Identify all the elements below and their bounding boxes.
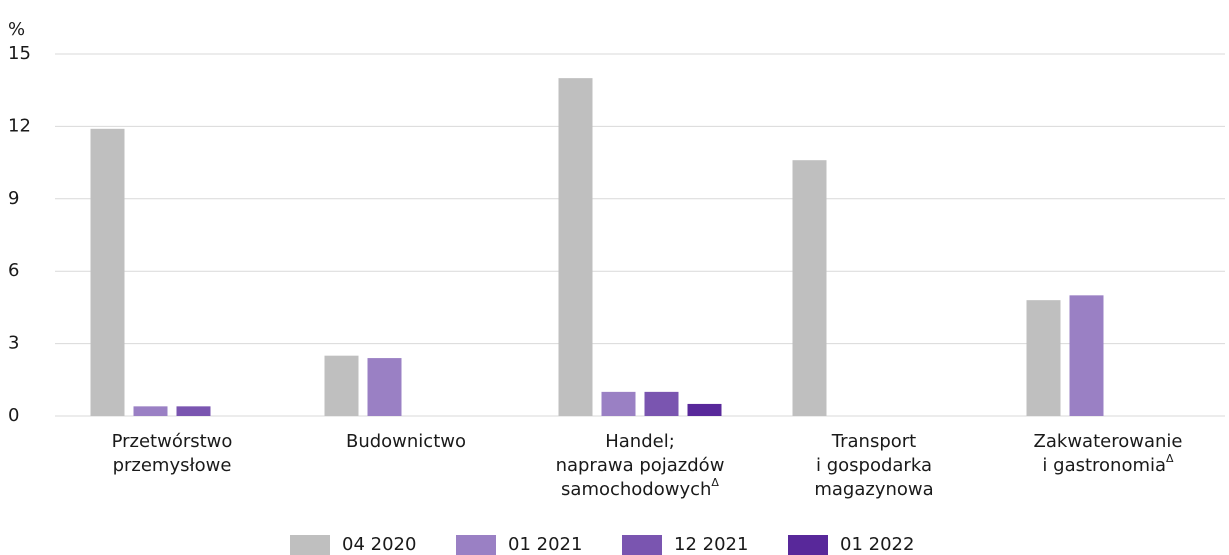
legend-swatch: [622, 535, 662, 555]
y-tick-label: 3: [8, 333, 19, 354]
x-tick-label: Transport i gospodarka magazynowa: [814, 431, 933, 500]
bar: [90, 128, 125, 416]
bar: [324, 355, 359, 416]
x-tick-label: Handel; naprawa pojazdów samochodowychΔ: [556, 431, 725, 500]
bar: [558, 78, 593, 416]
x-tick-label: Przetwórstwo przemysłowe: [112, 431, 233, 476]
y-tick-label: 0: [8, 405, 19, 426]
y-tick-label: 9: [8, 188, 19, 209]
legend-label: 01 2022: [840, 534, 914, 555]
legend-label: 12 2021: [674, 534, 748, 555]
bar: [1026, 300, 1061, 416]
bar: [176, 406, 211, 416]
bar: [367, 358, 402, 416]
y-tick-label: 6: [8, 260, 19, 281]
legend-label: 04 2020: [342, 534, 416, 555]
y-tick-label: 15: [8, 43, 31, 64]
bar: [601, 391, 636, 416]
x-tick-label: Zakwaterowanie i gastronomiaΔ: [1034, 431, 1183, 476]
legend-swatch: [788, 535, 828, 555]
x-tick-label: Budownictwo: [346, 431, 466, 452]
bar: [687, 403, 722, 416]
legend-swatch: [290, 535, 330, 555]
bar: [133, 406, 168, 416]
bar: [1069, 295, 1104, 416]
bar: [644, 391, 679, 416]
legend-swatch: [456, 535, 496, 555]
legend-label: 01 2021: [508, 534, 582, 555]
y-axis-label: %: [8, 19, 25, 40]
y-tick-label: 12: [8, 115, 31, 136]
bar: [792, 160, 827, 416]
